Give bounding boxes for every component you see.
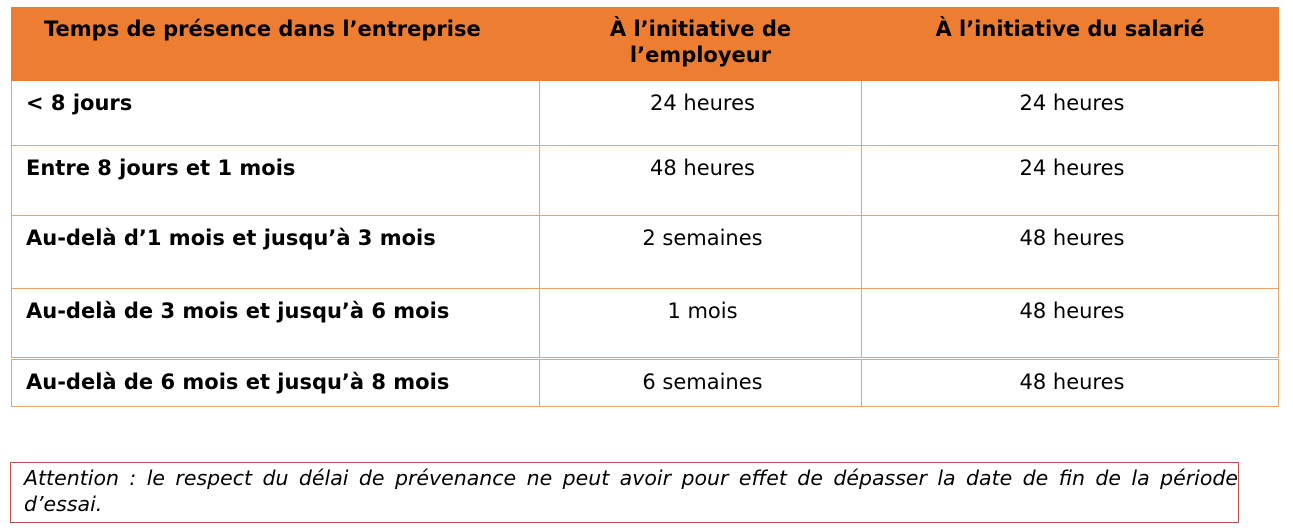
- attention-note: Attention : le respect du délai de préve…: [10, 462, 1239, 523]
- table-header: Temps de présence dans l’entreprise À l’…: [11, 7, 1279, 81]
- employee-notice-value: 48 heures: [861, 357, 1279, 407]
- header-row: Temps de présence dans l’entreprise À l’…: [11, 7, 1279, 81]
- row-duration-label: Entre 8 jours et 1 mois: [11, 145, 540, 216]
- employer-notice-value: 6 semaines: [539, 357, 862, 407]
- table-row: < 8 jours 24 heures 24 heures: [11, 80, 1279, 146]
- row-duration-label: < 8 jours: [11, 80, 540, 146]
- row-duration-label: Au-delà de 6 mois et jusqu’à 8 mois: [11, 357, 540, 407]
- row-duration-label: Au-delà d’1 mois et jusqu’à 3 mois: [11, 215, 540, 289]
- table-row: Au-delà de 3 mois et jusqu’à 6 mois 1 mo…: [11, 288, 1279, 359]
- employer-notice-value: 1 mois: [539, 288, 862, 359]
- table-body: < 8 jours 24 heures 24 heures Entre 8 jo…: [11, 80, 1279, 407]
- employer-notice-value: 48 heures: [539, 145, 862, 216]
- employee-notice-value: 24 heures: [861, 145, 1279, 216]
- header-employer-initiative: À l’initiative de l’employeur: [539, 7, 862, 81]
- row-duration-label: Au-delà de 3 mois et jusqu’à 6 mois: [11, 288, 540, 359]
- employee-notice-value: 24 heures: [861, 80, 1279, 146]
- employee-notice-value: 48 heures: [861, 215, 1279, 289]
- header-presence-duration: Temps de présence dans l’entreprise: [11, 7, 540, 81]
- table-row: Au-delà de 6 mois et jusqu’à 8 mois 6 se…: [11, 357, 1279, 407]
- table-row: Entre 8 jours et 1 mois 48 heures 24 heu…: [11, 145, 1279, 216]
- employer-notice-value: 2 semaines: [539, 215, 862, 289]
- header-employee-initiative: À l’initiative du salarié: [861, 7, 1279, 81]
- table-row: Au-delà d’1 mois et jusqu’à 3 mois 2 sem…: [11, 215, 1279, 289]
- employer-notice-value: 24 heures: [539, 80, 862, 146]
- employee-notice-value: 48 heures: [861, 288, 1279, 359]
- notice-period-table: Temps de présence dans l’entreprise À l’…: [11, 7, 1279, 407]
